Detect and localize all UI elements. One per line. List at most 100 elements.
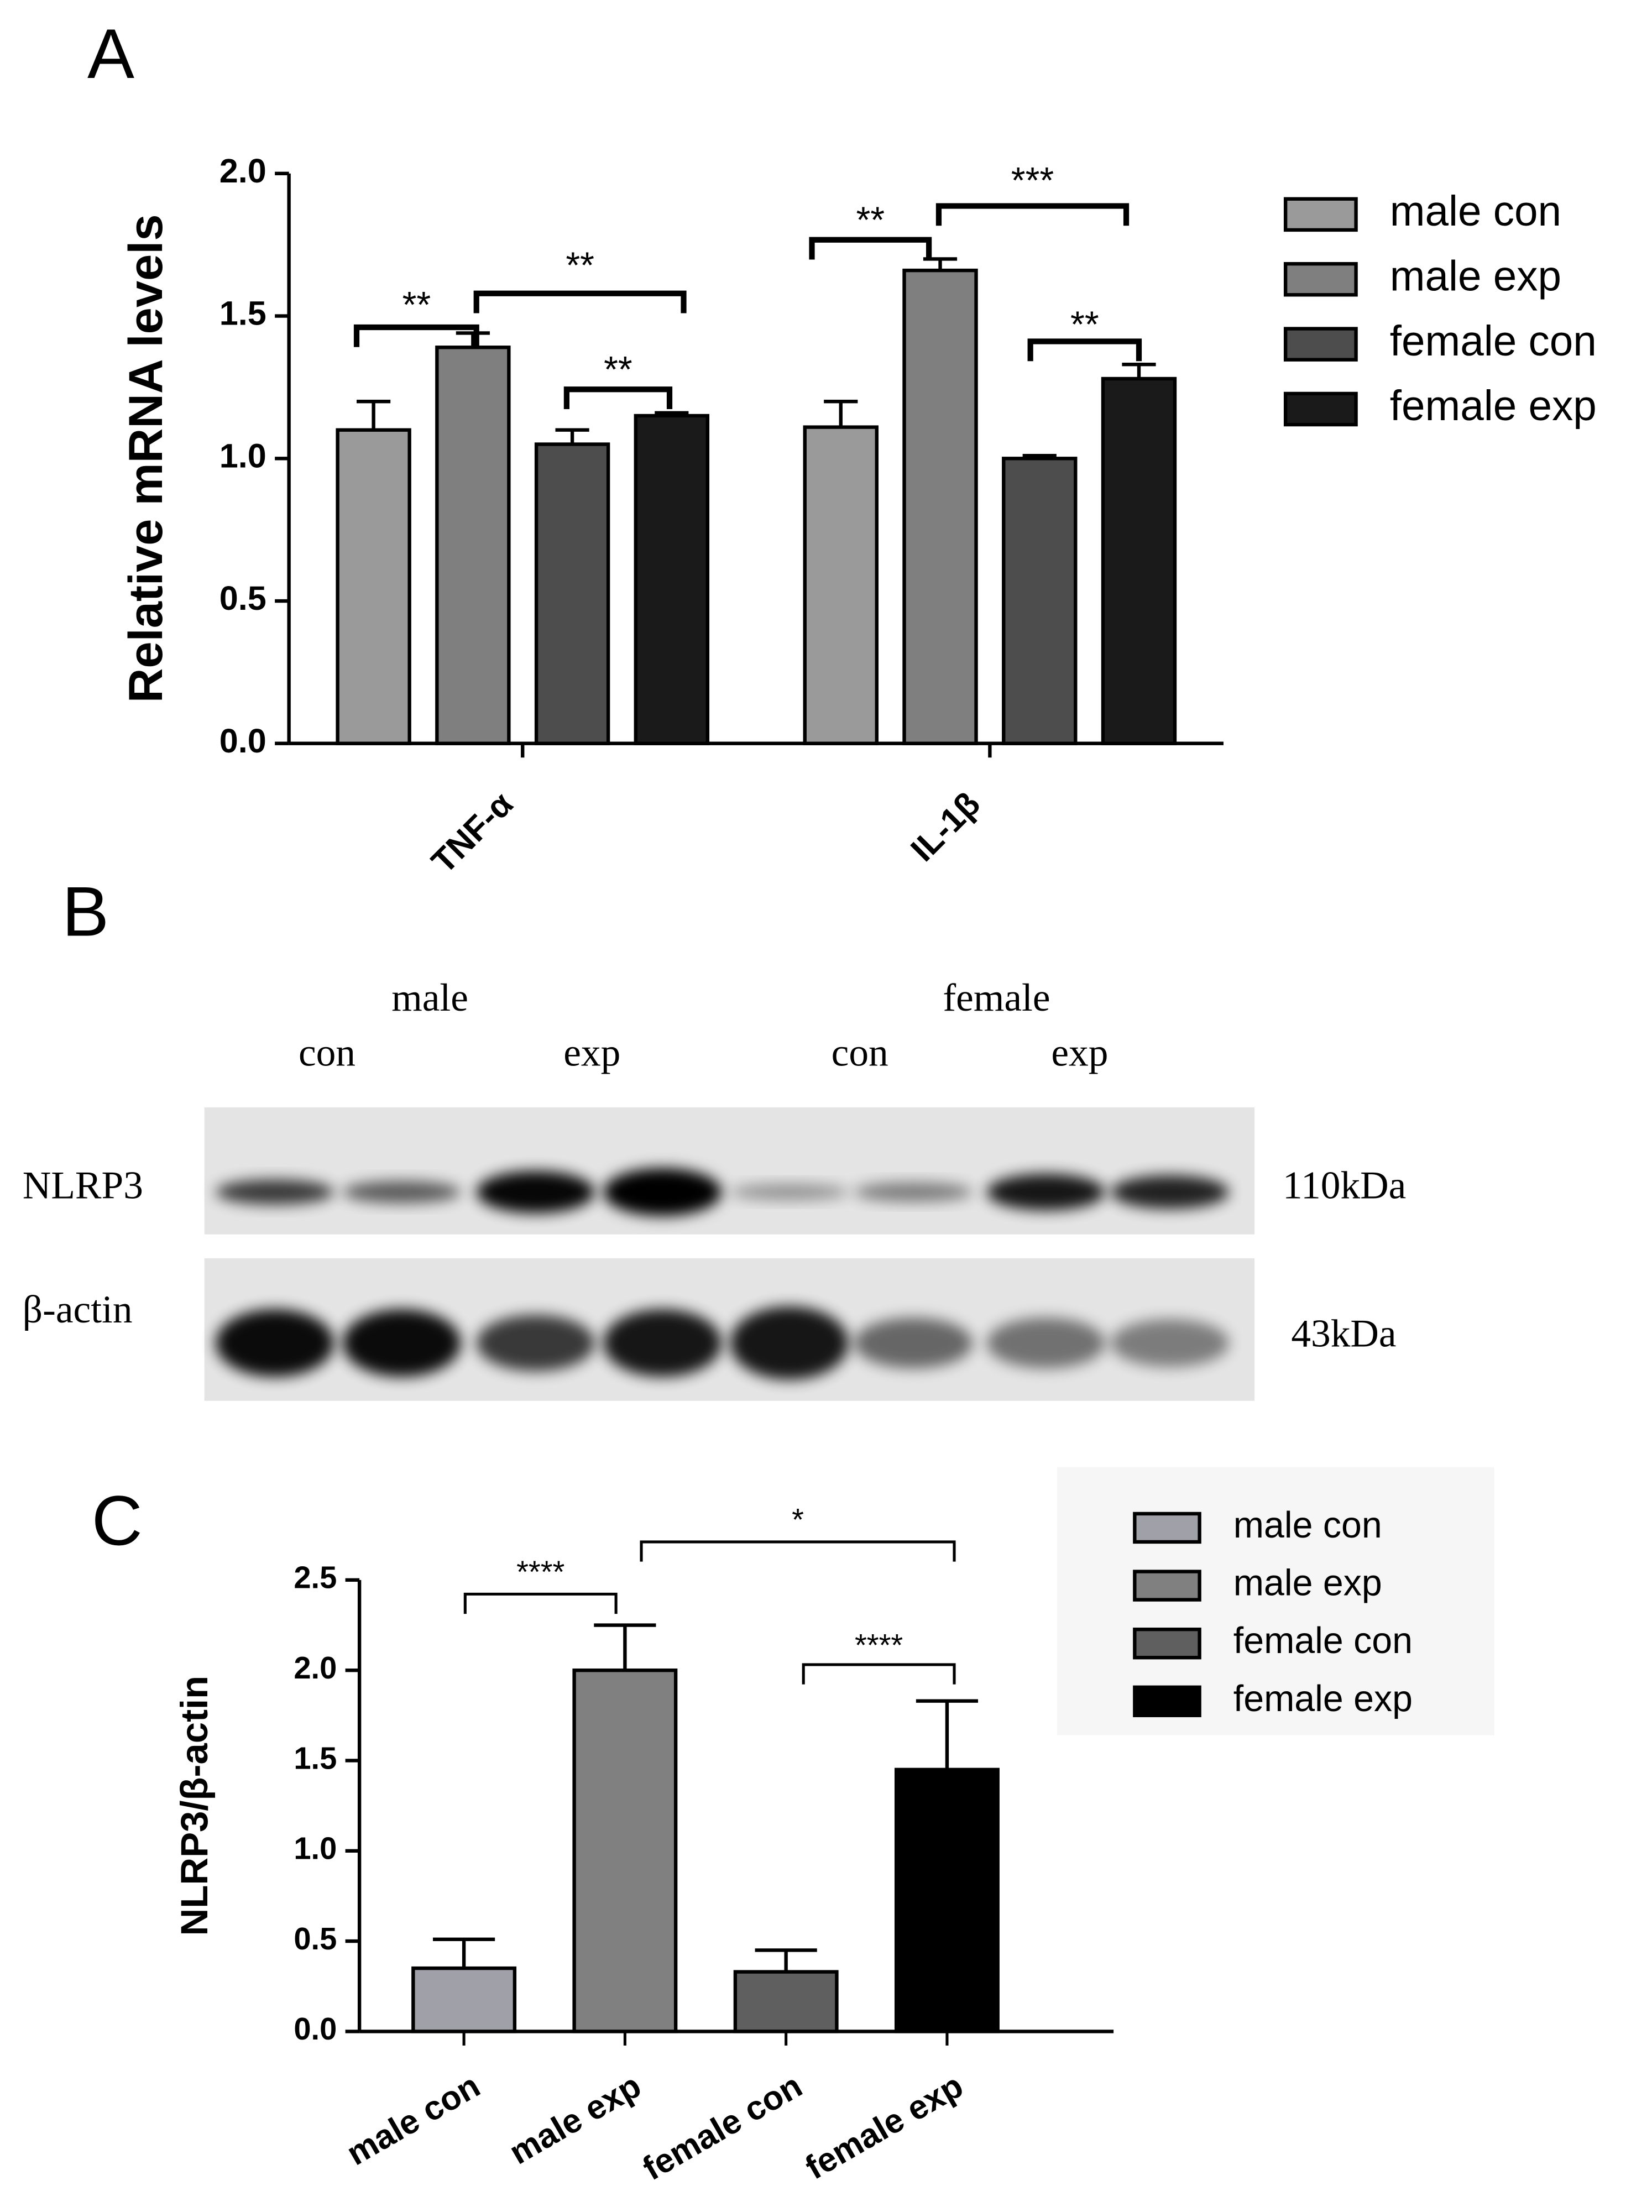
bar: [803, 425, 879, 745]
y-tick-label: 1.0: [219, 437, 266, 474]
bar: [902, 268, 978, 745]
significance-label: ***: [1011, 160, 1054, 201]
group-label: female: [943, 976, 1050, 1019]
significance-label: *: [792, 1502, 804, 1537]
blot-band: [603, 1309, 722, 1377]
legend-swatch: [1133, 1685, 1201, 1718]
y-tick-label: 2.0: [219, 152, 266, 190]
y-tick-label: 2.0: [294, 1650, 337, 1685]
bar: [411, 1966, 517, 2033]
bar: [733, 1970, 839, 2033]
significance-label: **: [566, 245, 594, 286]
significance-bracket: [463, 1592, 618, 1614]
bar: [534, 442, 610, 745]
blot-band: [854, 1317, 973, 1369]
bar: [894, 1767, 1000, 2033]
error-bar: [1122, 363, 1156, 379]
lane-label: exp: [1051, 1031, 1108, 1075]
error-bar: [755, 1948, 817, 1972]
blot-band: [986, 1317, 1105, 1369]
significance-bracket: [935, 203, 1130, 226]
lane-label: exp: [563, 1031, 620, 1075]
legend-label: male exp: [1233, 1563, 1382, 1604]
y-tick-label: 0.5: [294, 1921, 337, 1956]
blot-band: [730, 1306, 849, 1380]
legend-label: female con: [1390, 318, 1597, 365]
blot-band: [476, 1170, 595, 1214]
legend-swatch: [1133, 1570, 1201, 1602]
error-bar: [824, 400, 858, 427]
legend-label: female con: [1233, 1620, 1413, 1661]
significance-label: **: [1070, 304, 1099, 345]
size-label: 43kDa: [1291, 1311, 1396, 1355]
y-axis-label: NLRP3/β-actin: [173, 1676, 216, 1936]
bar: [572, 1668, 678, 2033]
legend-label: male con: [1390, 188, 1561, 235]
lane-label: con: [832, 1031, 888, 1075]
blot-band: [1110, 1319, 1230, 1367]
significance-bracket: [473, 290, 687, 313]
significance-label: **: [604, 349, 632, 390]
blot-strip: [204, 1107, 1255, 1235]
size-label: 110kDa: [1283, 1163, 1406, 1207]
blot-band: [1110, 1175, 1230, 1209]
legend-swatch: [1133, 1627, 1201, 1660]
significance-bracket: [640, 1540, 956, 1562]
y-tick-label: 0.0: [294, 2011, 337, 2046]
blot-band: [216, 1309, 334, 1377]
legend-label: female exp: [1390, 383, 1597, 430]
significance-bracket: [809, 237, 932, 260]
bar: [336, 428, 411, 745]
panel-label: B: [62, 872, 109, 951]
error-bar: [433, 1937, 495, 1969]
legend-label: female exp: [1233, 1678, 1413, 1719]
panel-label: A: [87, 15, 134, 93]
blot-band: [730, 1183, 849, 1201]
significance-label: ****: [516, 1554, 564, 1589]
legend-swatch: [1133, 1512, 1201, 1544]
bar: [1002, 457, 1078, 745]
y-axis-label: Relative mRNA levels: [119, 214, 172, 703]
blot-band: [986, 1173, 1105, 1211]
blot-band: [216, 1179, 334, 1205]
blot-band: [476, 1315, 595, 1372]
blot-band: [342, 1180, 461, 1204]
y-tick-label: 2.5: [294, 1560, 337, 1595]
panel-label: C: [92, 1482, 143, 1561]
legend-background: [1057, 1467, 1494, 1735]
significance-bracket: [802, 1663, 956, 1685]
y-tick-label: 1.5: [219, 295, 266, 332]
significance-label: ****: [855, 1628, 903, 1662]
significance-bracket: [353, 324, 479, 347]
legend-swatch: [1283, 391, 1358, 427]
bar: [634, 414, 710, 745]
significance-bracket: [563, 386, 673, 409]
legend-swatch: [1283, 327, 1358, 362]
y-tick-label: 0.0: [219, 722, 266, 760]
row-label: β-actin: [23, 1288, 133, 1331]
error-bar: [916, 1699, 979, 1770]
y-tick-label: 1.0: [294, 1831, 337, 1866]
blot-band: [342, 1309, 461, 1377]
error-bar: [555, 428, 589, 445]
significance-label: **: [402, 285, 431, 326]
error-bar: [594, 1623, 656, 1671]
blot-band: [603, 1168, 722, 1216]
y-tick-label: 1.5: [294, 1740, 337, 1775]
blot-band: [854, 1182, 973, 1202]
group-label: male: [391, 976, 468, 1019]
row-label: NLRP3: [23, 1163, 143, 1207]
legend-swatch: [1283, 262, 1358, 297]
legend-label: male exp: [1390, 253, 1561, 300]
significance-label: **: [856, 200, 885, 241]
legend-label: male con: [1233, 1505, 1382, 1546]
error-bar: [456, 331, 490, 348]
bar: [435, 346, 511, 745]
significance-bracket: [1027, 338, 1142, 362]
bar: [1101, 376, 1177, 745]
legend-swatch: [1283, 197, 1358, 232]
y-tick-label: 0.5: [219, 579, 266, 617]
lane-label: con: [299, 1031, 356, 1075]
